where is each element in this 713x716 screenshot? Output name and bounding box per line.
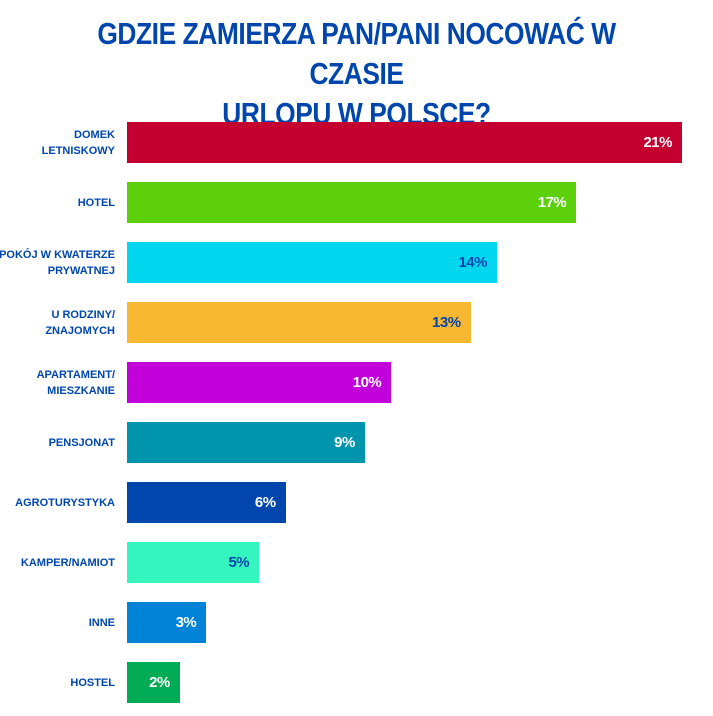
bar-row: INNE 3% bbox=[0, 602, 713, 643]
bar: 14% bbox=[127, 242, 497, 283]
category-label: PENSJONAT bbox=[48, 436, 115, 449]
bar: 2% bbox=[127, 662, 180, 703]
value-label: 5% bbox=[228, 554, 250, 571]
bar-row: POKÓJ W KWATERZE PRYWATNEJ 14% bbox=[0, 242, 713, 283]
value-label: 6% bbox=[254, 494, 276, 511]
category-label: AGROTURYSTYKA bbox=[15, 496, 115, 509]
category-label: INNE bbox=[88, 616, 115, 629]
bar-row: HOTEL 17% bbox=[0, 182, 713, 223]
value-label: 3% bbox=[175, 614, 197, 631]
category-label: DOMEK LETNISKOWY bbox=[41, 128, 115, 157]
value-label: 9% bbox=[334, 434, 355, 451]
category-label: HOSTEL bbox=[70, 676, 115, 689]
value-label: 2% bbox=[149, 674, 170, 691]
chart-title: GDZIE ZAMIERZA PAN/PANI NOCOWAĆ W CZASIE… bbox=[97, 16, 616, 131]
category-label: POKÓJ W KWATERZE PRYWATNEJ bbox=[0, 248, 115, 277]
value-label: 14% bbox=[458, 254, 487, 271]
value-label: 13% bbox=[432, 314, 461, 331]
bar-row: HOSTEL 2% bbox=[0, 662, 713, 703]
bar: 13% bbox=[127, 302, 471, 343]
bar-row: U RODZINY/ ZNAJOMYCH 13% bbox=[0, 302, 713, 343]
bar: 6% bbox=[127, 482, 286, 523]
bar-row: APARTAMENT/ MIESZKANIE 10% bbox=[0, 362, 713, 403]
bar: 3% bbox=[127, 602, 207, 643]
bar-row: KAMPER/NAMIOT 5% bbox=[0, 542, 713, 583]
bar: 17% bbox=[127, 182, 577, 223]
bar: 9% bbox=[127, 422, 365, 463]
value-label: 21% bbox=[643, 134, 672, 151]
bar-row: PENSJONAT 9% bbox=[0, 422, 713, 463]
category-label: HOTEL bbox=[77, 196, 115, 209]
bar-row: DOMEK LETNISKOWY 21% bbox=[0, 122, 713, 163]
category-label: U RODZINY/ ZNAJOMYCH bbox=[45, 308, 115, 337]
bar: 10% bbox=[127, 362, 392, 403]
bar-row: AGROTURYSTYKA 6% bbox=[0, 482, 713, 523]
category-label: KAMPER/NAMIOT bbox=[20, 556, 115, 569]
bar: 21% bbox=[127, 122, 682, 163]
category-label: APARTAMENT/ MIESZKANIE bbox=[36, 368, 115, 397]
value-label: 17% bbox=[537, 194, 567, 211]
value-label: 10% bbox=[352, 374, 382, 391]
bar: 5% bbox=[127, 542, 260, 583]
